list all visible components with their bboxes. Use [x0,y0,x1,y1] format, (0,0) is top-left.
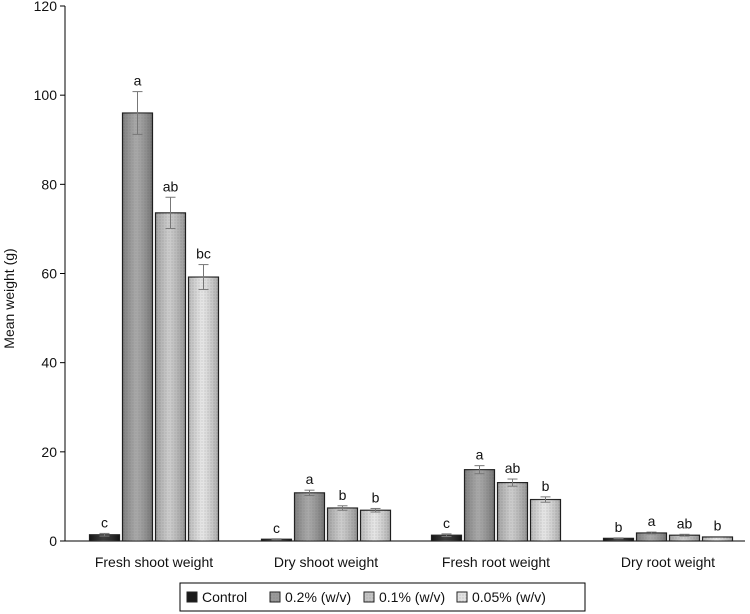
bar-shading [327,508,358,541]
significance-label: ab [677,515,693,531]
y-tick-label: 100 [34,87,58,103]
y-tick-label: 40 [41,355,57,371]
significance-label: c [443,515,450,531]
significance-label: b [339,487,347,503]
legend: Control 0.2% (w/v) 0.1% (w/v) 0.05% (w/v) [179,582,586,612]
legend-box [179,582,586,612]
bar-shading [122,113,153,541]
bar-shading [155,212,186,541]
bar-shading [188,277,219,541]
legend-swatch-texture [364,592,374,602]
bar-shading [431,535,462,541]
legend-label: 0.05% (w/v) [472,589,546,605]
bar-shading [530,499,561,541]
y-tick-label: 0 [49,533,57,549]
y-tick-label: 20 [41,444,57,460]
y-tick-label: 120 [34,0,58,14]
y-axis-label: Mean weight (g) [1,248,17,348]
x-category-label: Fresh shoot weight [95,554,213,570]
bar-shading [603,538,634,541]
bar-shading [360,510,391,541]
legend-swatch-texture [270,592,280,602]
y-tick-label: 80 [41,176,57,192]
bar-shading [669,535,700,541]
legend-swatch-texture [457,592,467,602]
bars [88,112,734,542]
x-category-label: Dry root weight [621,554,715,570]
bar-shading [636,532,667,541]
bar-shading [464,469,495,541]
significance-label: c [273,520,280,536]
significance-label: a [476,447,484,463]
bar-shading [497,482,528,541]
significance-label: bc [196,246,211,262]
bar-shading [294,492,325,541]
significance-label: a [306,471,314,487]
bar-shading [702,536,733,541]
significance-label: a [648,513,656,529]
legend-label: 0.2% (w/v) [285,589,351,605]
x-category-label: Dry shoot weight [274,554,378,570]
axes: 0 20 40 60 80 100 120 Mean weight (g) Fresh shoo… [1,0,745,570]
significance-label: b [615,519,623,535]
significance-label: b [372,489,380,505]
significance-label: ab [163,178,179,194]
significance-label: ab [505,460,521,476]
legend-label: 0.1% (w/v) [379,589,445,605]
legend-label: Control [202,589,247,605]
significance-label: b [714,518,722,534]
legend-swatch [186,591,198,603]
bar-shading [89,534,120,541]
significance-label: c [101,514,108,530]
x-category-label: Fresh root weight [442,554,550,570]
y-tick-label: 60 [41,266,57,282]
significance-label: b [542,478,550,494]
significance-label: a [134,73,142,89]
